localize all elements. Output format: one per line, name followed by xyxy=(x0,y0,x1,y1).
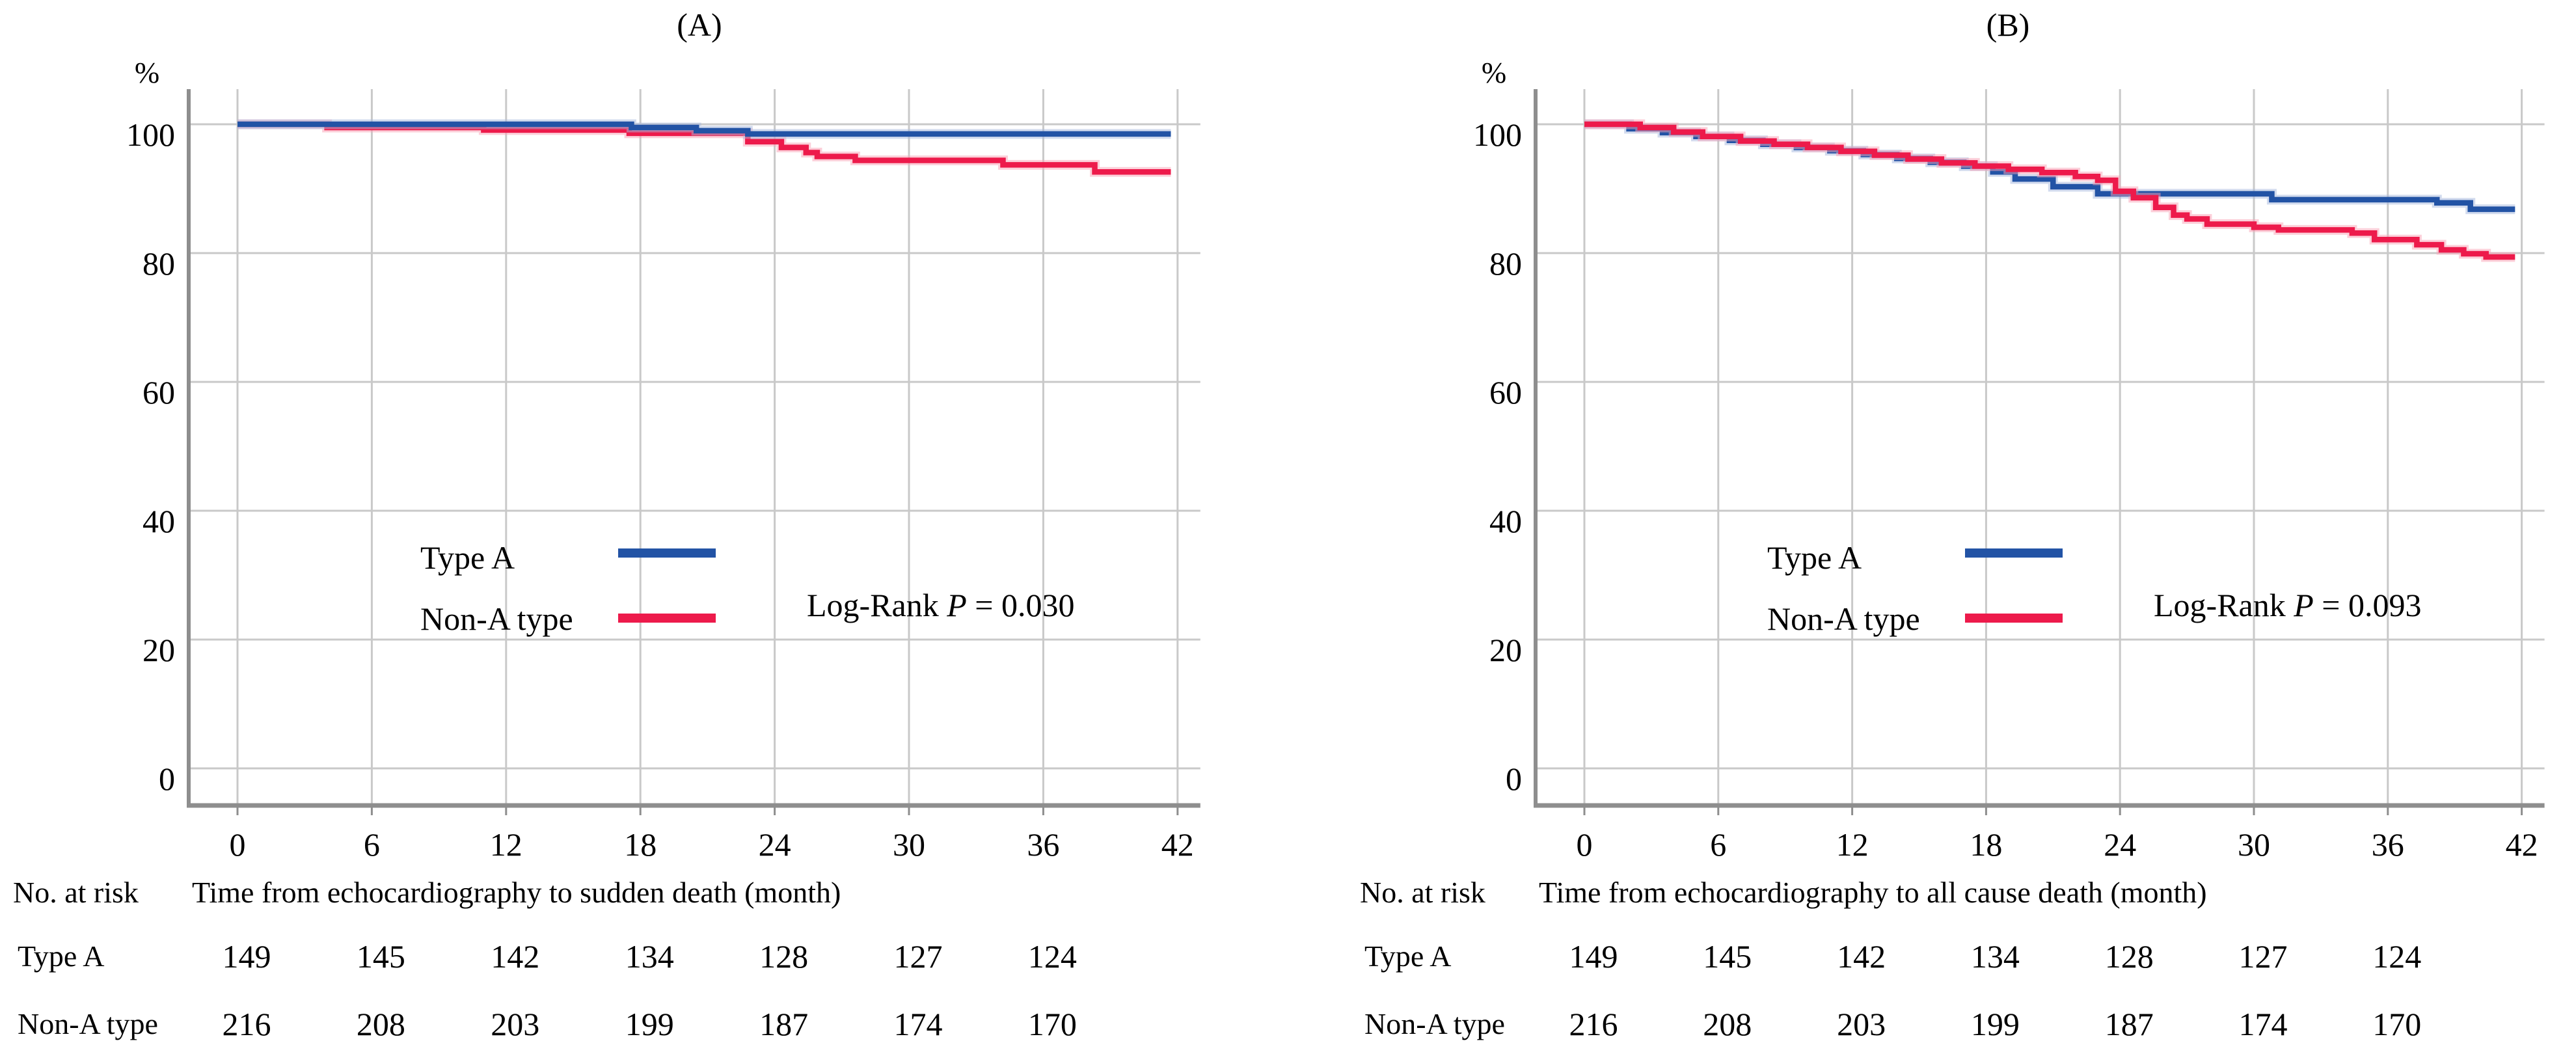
risk-count: 142 xyxy=(491,938,540,975)
risk-count: 170 xyxy=(2372,1006,2422,1042)
risk-table-header: No. at risk xyxy=(1360,876,1485,909)
x-axis-tick-label: 42 xyxy=(1161,826,1194,863)
risk-count: 128 xyxy=(759,938,809,975)
risk-count: 208 xyxy=(356,1006,405,1042)
log-rank-prefix: Log-Rank xyxy=(2154,587,2286,623)
x-axis-tick-label: 36 xyxy=(2371,826,2404,863)
risk-count: 187 xyxy=(2104,1006,2154,1042)
risk-count: 203 xyxy=(491,1006,540,1042)
y-axis-unit-label: % xyxy=(1481,56,1507,89)
risk-count: 127 xyxy=(2238,938,2288,975)
risk-count: 208 xyxy=(1703,1006,1752,1042)
risk-count: 127 xyxy=(893,938,943,975)
risk-count: 203 xyxy=(1837,1006,1886,1042)
risk-row-label-non-a-type: Non-A type xyxy=(1364,1007,1505,1040)
x-axis-tick-label: 30 xyxy=(2238,826,2270,863)
panel-title: (B) xyxy=(1986,7,2030,43)
x-axis-tick-label: 12 xyxy=(1836,826,1869,863)
y-axis-tick-label: 40 xyxy=(142,503,175,539)
x-axis-tick-label: 6 xyxy=(1710,826,1727,863)
legend-label-non-a-type: Non-A type xyxy=(420,601,573,637)
x-axis-tick-label: 24 xyxy=(758,826,791,863)
survival-curve-type-a xyxy=(237,121,1171,137)
x-axis-tick-label: 36 xyxy=(1027,826,1060,863)
risk-row-label-non-a-type: Non-A type xyxy=(18,1007,158,1040)
legend-label-type-a: Type A xyxy=(420,539,515,576)
legend-swatch-type-a xyxy=(1965,548,2063,558)
risk-count: 134 xyxy=(1970,938,2020,975)
y-axis-tick-label: 0 xyxy=(1506,761,1522,797)
y-axis-tick-label: 20 xyxy=(142,632,175,668)
y-axis-unit-label: % xyxy=(134,56,160,89)
km-plot xyxy=(1534,89,2545,815)
risk-count: 199 xyxy=(625,1006,674,1042)
log-rank-p-value: = 0.093 xyxy=(2322,587,2422,623)
legend-swatch-non-a-type xyxy=(618,614,716,623)
x-axis-tick-label: 18 xyxy=(624,826,657,863)
log-rank-prefix: Log-Rank xyxy=(807,587,939,623)
risk-count: 216 xyxy=(222,1006,271,1042)
y-axis-tick-label: 100 xyxy=(126,116,175,153)
risk-table-header: No. at risk xyxy=(13,876,139,909)
log-rank-annotation: Log-Rank P = 0.030 xyxy=(807,587,1074,623)
x-axis-tick-label: 42 xyxy=(2505,826,2538,863)
x-axis-caption: Time from echocardiography to sudden dea… xyxy=(192,876,841,909)
y-axis-tick-label: 80 xyxy=(142,245,175,282)
y-axis-tick-label: 20 xyxy=(1489,632,1522,668)
risk-count: 216 xyxy=(1569,1006,1618,1042)
x-axis-tick-label: 12 xyxy=(489,826,522,863)
risk-count: 174 xyxy=(893,1006,943,1042)
survival-curve-non-a-type xyxy=(1584,121,2515,260)
legend-swatch-non-a-type xyxy=(1965,614,2063,623)
risk-count: 174 xyxy=(2238,1006,2288,1042)
risk-count: 187 xyxy=(759,1006,809,1042)
km-plot xyxy=(187,89,1200,815)
y-axis-tick-label: 60 xyxy=(1489,374,1522,411)
risk-row-label-type-a: Type A xyxy=(1364,939,1452,973)
log-rank-p-symbol: P xyxy=(2294,587,2314,623)
panel-b: (B) % Type A Non-A type Log-Rank P = 0.0… xyxy=(1288,0,2576,1054)
log-rank-p-symbol: P xyxy=(947,587,967,623)
x-axis-tick-label: 18 xyxy=(1970,826,2003,863)
x-axis-caption: Time from echocardiography to all cause … xyxy=(1539,876,2207,909)
risk-count: 124 xyxy=(1027,938,1077,975)
y-axis-tick-label: 40 xyxy=(1489,503,1522,539)
risk-count: 170 xyxy=(1027,1006,1077,1042)
risk-count: 128 xyxy=(2104,938,2154,975)
x-axis-tick-label: 6 xyxy=(363,826,380,863)
risk-count: 199 xyxy=(1970,1006,2020,1042)
risk-count: 149 xyxy=(222,938,271,975)
panel-a: (A) % Type A Non-A type Log-Rank P = 0.0… xyxy=(13,7,1200,1042)
x-axis-tick-label: 0 xyxy=(229,826,246,863)
risk-count: 145 xyxy=(1703,938,1752,975)
panel-title: (A) xyxy=(677,7,722,43)
risk-row-label-type-a: Type A xyxy=(18,939,105,973)
y-axis-tick-label: 100 xyxy=(1473,116,1522,153)
log-rank-annotation: Log-Rank P = 0.093 xyxy=(2154,587,2421,623)
risk-count: 149 xyxy=(1569,938,1618,975)
risk-count: 124 xyxy=(2372,938,2422,975)
legend-swatch-type-a xyxy=(618,548,716,558)
legend-label-non-a-type: Non-A type xyxy=(1767,601,1920,637)
x-axis-tick-label: 24 xyxy=(2104,826,2137,863)
y-axis-tick-label: 60 xyxy=(142,374,175,411)
log-rank-p-value: = 0.030 xyxy=(975,587,1075,623)
risk-count: 142 xyxy=(1837,938,1886,975)
x-axis-tick-label: 30 xyxy=(893,826,925,863)
y-axis-tick-label: 0 xyxy=(159,761,175,797)
risk-count: 134 xyxy=(625,938,674,975)
x-axis-tick-label: 0 xyxy=(1576,826,1593,863)
legend-label-type-a: Type A xyxy=(1767,539,1862,576)
y-axis-tick-label: 80 xyxy=(1489,245,1522,282)
risk-count: 145 xyxy=(356,938,405,975)
